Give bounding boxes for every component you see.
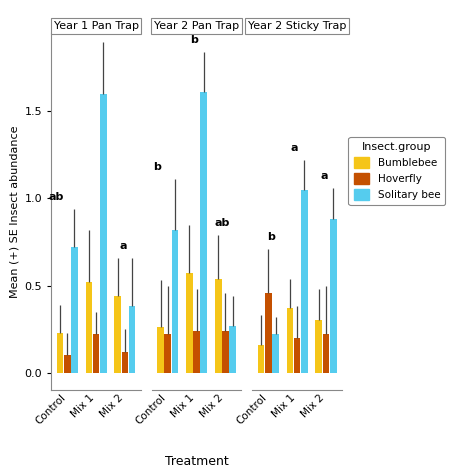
Bar xyxy=(186,274,193,373)
Legend: Bumblebee, Hoverfly, Solitary bee: Bumblebee, Hoverfly, Solitary bee xyxy=(348,137,446,205)
Text: a: a xyxy=(290,143,298,153)
Text: a: a xyxy=(321,171,328,181)
Bar xyxy=(258,345,264,373)
Title: Year 1 Pan Trap: Year 1 Pan Trap xyxy=(54,21,139,31)
Bar xyxy=(200,92,207,373)
Bar xyxy=(222,331,229,373)
Bar xyxy=(272,334,279,373)
Y-axis label: Mean (+) SE Insect abundance: Mean (+) SE Insect abundance xyxy=(9,125,19,298)
Text: b: b xyxy=(267,232,275,242)
Title: Year 2 Sticky Trap: Year 2 Sticky Trap xyxy=(248,21,347,31)
Bar xyxy=(301,190,308,373)
Bar xyxy=(294,338,300,373)
Bar xyxy=(93,334,99,373)
Text: ab: ab xyxy=(215,218,230,228)
Text: b: b xyxy=(190,35,198,45)
Bar xyxy=(121,352,128,373)
Bar xyxy=(229,326,236,373)
Bar xyxy=(316,321,322,373)
Bar xyxy=(193,331,200,373)
Bar xyxy=(57,333,64,373)
Bar xyxy=(157,328,164,373)
Bar xyxy=(215,279,221,373)
Bar xyxy=(114,296,121,373)
X-axis label: Treatment: Treatment xyxy=(165,454,228,468)
Text: b: b xyxy=(153,162,161,172)
Bar xyxy=(129,306,135,373)
Title: Year 2 Pan Trap: Year 2 Pan Trap xyxy=(154,21,239,31)
Bar xyxy=(287,308,293,373)
Bar xyxy=(64,355,71,373)
Text: a: a xyxy=(120,241,127,251)
Bar xyxy=(265,292,272,373)
Text: b: b xyxy=(92,24,100,35)
Bar xyxy=(172,230,178,373)
Bar xyxy=(85,282,92,373)
Bar xyxy=(100,94,106,373)
Bar xyxy=(323,334,329,373)
Bar xyxy=(164,334,171,373)
Bar xyxy=(330,219,337,373)
Text: ab: ab xyxy=(49,192,64,202)
Bar xyxy=(71,247,78,373)
